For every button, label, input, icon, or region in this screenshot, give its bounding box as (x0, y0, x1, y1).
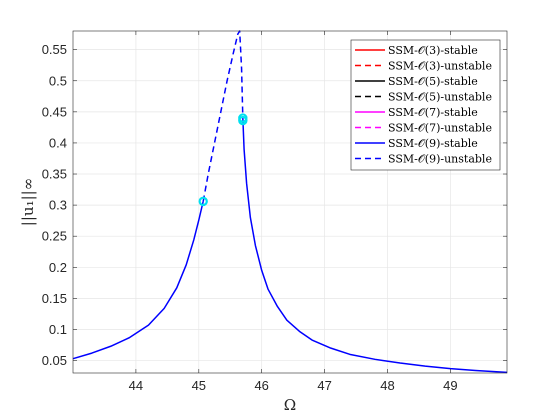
y-tick-label: 0.4 (49, 135, 67, 150)
y-tick-label: 0.45 (42, 104, 67, 119)
legend-label: SSM-𝒪(5)-unstable (388, 91, 492, 104)
marker-layer (198, 113, 248, 207)
plot-frame (72, 30, 508, 374)
y-tick-label: 0.35 (42, 167, 67, 182)
legend-box (350, 39, 501, 171)
series-layer (72, 30, 508, 374)
y-tick-label: 0.2 (49, 260, 67, 275)
y-tick-label: 0.05 (42, 353, 67, 368)
x-tick-label: 44 (129, 378, 143, 393)
x-axis-label: Ω (284, 396, 296, 414)
legend-label: SSM-𝒪(5)-stable (388, 75, 478, 88)
y-tick-label: 0.25 (42, 229, 67, 244)
legend-label: SSM-𝒪(7)-stable (388, 106, 478, 119)
bifurcation-marker (198, 196, 208, 207)
y-tick-label: 0.3 (49, 198, 67, 213)
legend-label: SSM-𝒪(9)-stable (388, 137, 478, 150)
y-tick-label: 0.15 (42, 291, 67, 306)
x-tick-label: 49 (443, 378, 457, 393)
legend-label: SSM-𝒪(7)-unstable (388, 122, 492, 135)
x-tick-label: 45 (192, 378, 206, 393)
bifurcation-marker (238, 115, 248, 126)
x-tick-label: 46 (254, 378, 268, 393)
x-tick-label: 48 (380, 378, 394, 393)
y-tick-label: 0.5 (49, 73, 67, 88)
ticks: 44 45 46 47 48 49 0.05 0.1 0.15 0.2 0.25 0.3 0.35 0.4… (42, 31, 507, 393)
series-line-stable (72, 201, 204, 360)
legend: SSM-𝒪(3)-stable SSM-𝒪(3)-unstable SSM-𝒪(5)… (350, 39, 501, 171)
x-tick-label: 47 (317, 378, 331, 393)
legend-label: SSM-𝒪(9)-unstable (388, 153, 492, 166)
y-axis-label: ||u₁||∞ (19, 178, 37, 226)
series-line-stable (242, 118, 508, 374)
legend-label: SSM-𝒪(3)-stable (388, 44, 478, 57)
y-tick-label: 0.55 (42, 42, 67, 57)
y-tick-label: 0.1 (49, 322, 67, 337)
series-line-unstable (202, 30, 244, 202)
grid (73, 31, 507, 373)
legend-label: SSM-𝒪(3)-unstable (388, 60, 492, 73)
